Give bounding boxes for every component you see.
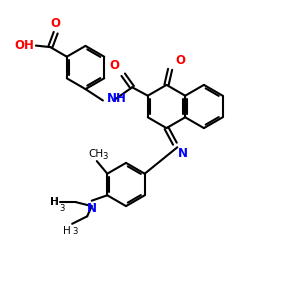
- Text: CH: CH: [88, 149, 104, 159]
- Text: H: H: [63, 226, 71, 236]
- Text: OH: OH: [14, 39, 34, 52]
- Text: H: H: [50, 197, 58, 207]
- Text: O: O: [176, 54, 185, 67]
- Text: O: O: [51, 17, 61, 30]
- Text: 3: 3: [103, 152, 108, 160]
- Text: H: H: [51, 197, 58, 207]
- Text: H: H: [51, 197, 59, 207]
- Text: N: N: [87, 202, 97, 215]
- Text: N: N: [178, 147, 188, 160]
- Text: O: O: [110, 59, 120, 72]
- Text: NH: NH: [106, 92, 126, 106]
- Text: 3: 3: [59, 204, 65, 213]
- Text: 3: 3: [72, 227, 78, 236]
